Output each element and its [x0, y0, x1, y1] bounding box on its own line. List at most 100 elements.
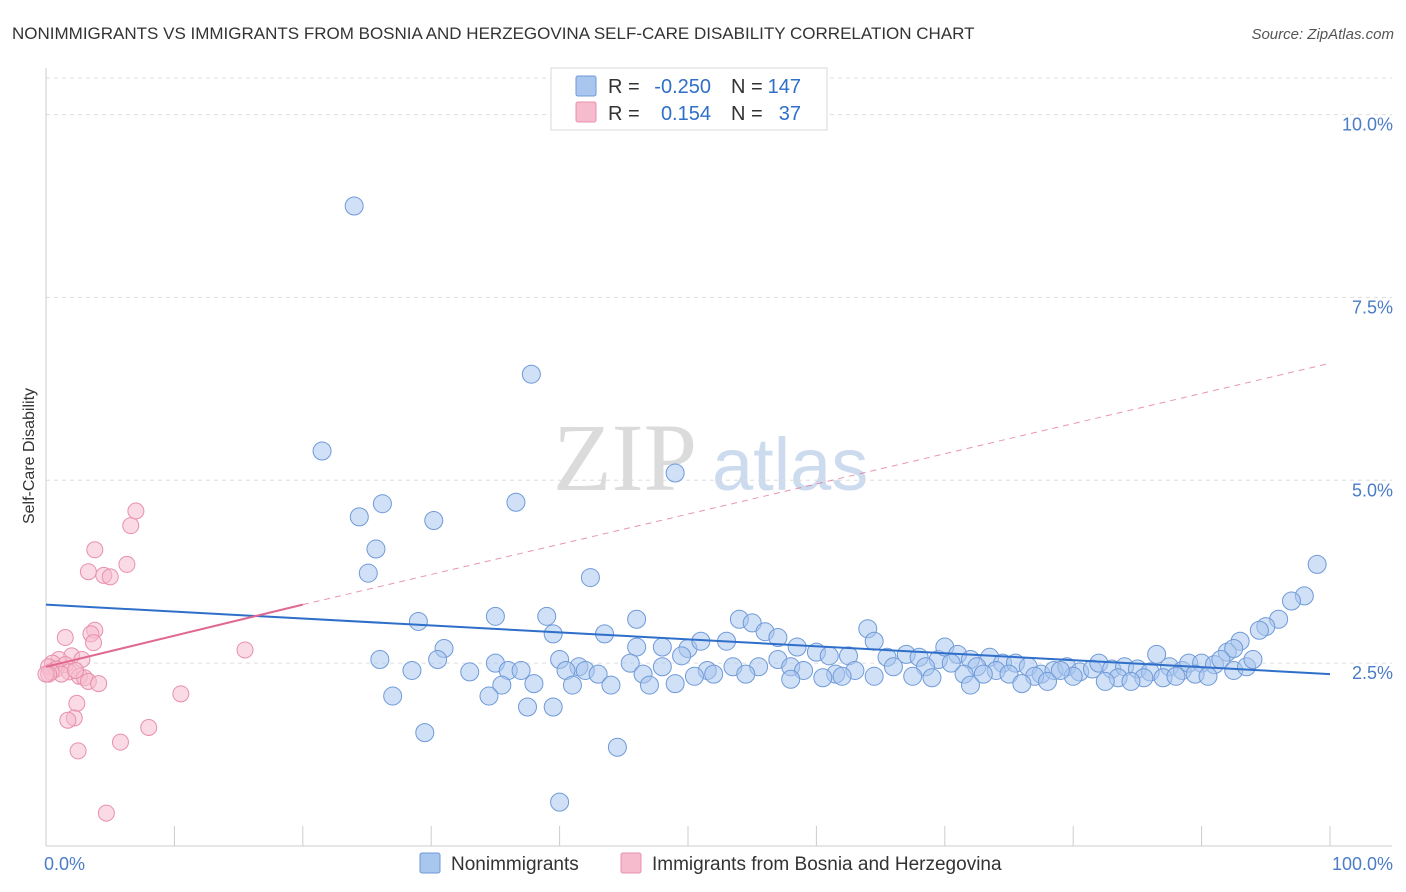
point-nonimmigrant-104	[864, 666, 884, 686]
point-nonimmigrant-127	[922, 668, 942, 688]
point-nonimmigrant-132	[1121, 671, 1141, 691]
point-nonimmigrant-34	[652, 637, 672, 657]
watermark-zip: ZIP	[553, 404, 697, 511]
point-nonimmigrant-133	[383, 686, 403, 706]
y-axis-label: Self-Care Disability	[21, 388, 38, 524]
point-nonimmigrant-114	[1166, 666, 1186, 686]
point-nonimmigrant-13	[1281, 591, 1301, 611]
point-immigrant-33	[69, 742, 87, 760]
point-nonimmigrant-125	[665, 674, 685, 694]
chart-title: NONIMMIGRANTS VS IMMIGRANTS FROM BOSNIA …	[12, 24, 975, 43]
point-nonimmigrant-17	[627, 609, 647, 629]
point-immigrant-30	[59, 711, 77, 729]
point-nonimmigrant-102	[813, 668, 833, 688]
point-nonimmigrant-39	[787, 637, 807, 657]
x-tick-labels: 0.0% 100.0%	[44, 854, 1393, 874]
point-nonimmigrant-3	[665, 463, 685, 483]
point-nonimmigrant-7	[424, 511, 444, 531]
bottom-legend-swatch-nonimmigrants	[419, 852, 441, 874]
point-nonimmigrant-123	[601, 675, 621, 695]
point-nonimmigrant-105	[903, 666, 923, 686]
y-tick-labels: 2.5% 5.0% 7.5% 10.0%	[1342, 115, 1393, 684]
point-nonimmigrant-57	[652, 657, 672, 677]
legend-swatch-immigrants	[575, 101, 597, 123]
point-immigrant-9	[56, 629, 74, 647]
point-immigrant-34	[97, 804, 115, 822]
point-nonimmigrant-20	[543, 624, 563, 644]
point-nonimmigrant-122	[562, 675, 582, 695]
legend-r-value-1: -0.250	[654, 76, 711, 98]
point-nonimmigrant-6	[349, 507, 369, 527]
point-nonimmigrant-138	[607, 737, 627, 757]
point-immigrant-36	[67, 661, 85, 679]
point-nonimmigrant-121	[524, 674, 544, 694]
point-nonimmigrant-126	[781, 669, 801, 689]
point-nonimmigrant-16	[537, 606, 557, 626]
y-tick-label-3: 10.0%	[1342, 115, 1393, 135]
point-nonimmigrant-1	[521, 364, 541, 384]
point-immigrant-26	[90, 675, 108, 693]
legend-n-value-2: 37	[779, 103, 801, 125]
stats-legend: R = -0.250 N = 147 R = 0.154 N = 37	[550, 67, 828, 131]
point-immigrant-35	[37, 665, 55, 683]
point-immigrant-2	[86, 541, 104, 559]
point-nonimmigrant-25	[864, 631, 884, 651]
point-immigrant-10	[85, 634, 103, 652]
stats-legend-box	[550, 67, 828, 131]
point-immigrant-11	[236, 641, 254, 659]
point-nonimmigrant-41	[819, 646, 839, 666]
point-nonimmigrant-120	[492, 675, 512, 695]
point-nonimmigrant-103	[832, 666, 852, 686]
trend-line-nonimmigrants	[45, 603, 1331, 676]
point-nonimmigrant-94	[511, 660, 531, 680]
point-immigrant-28	[68, 694, 86, 712]
axes	[45, 68, 1392, 847]
point-nonimmigrant-124	[639, 675, 659, 695]
point-immigrant-3	[118, 555, 136, 573]
bottom-legend-swatch-immigrants	[620, 852, 642, 874]
point-nonimmigrant-140	[1050, 660, 1070, 680]
legend-r-label-2: R =	[608, 103, 640, 125]
point-nonimmigrant-23	[768, 628, 788, 648]
point-nonimmigrant-2	[312, 441, 332, 461]
point-nonimmigrant-139	[550, 792, 570, 812]
point-nonimmigrant-134	[479, 686, 499, 706]
point-immigrant-6	[101, 568, 119, 586]
point-nonimmigrant-101	[736, 664, 756, 684]
legend-swatch-nonimmigrants	[575, 75, 597, 97]
point-nonimmigrant-136	[543, 697, 563, 717]
trend-line-immigrants	[45, 603, 304, 668]
point-nonimmigrant-100	[704, 664, 724, 684]
point-nonimmigrant-31	[1224, 639, 1244, 659]
point-nonimmigrant-129	[1012, 674, 1032, 694]
x-tick-label-0: 0.0%	[44, 854, 85, 874]
series-nonimmigrants	[312, 196, 1327, 812]
point-nonimmigrant-9	[358, 563, 378, 583]
point-immigrant-0	[127, 502, 145, 520]
point-nonimmigrant-107	[973, 664, 993, 684]
watermark-atlas: atlas	[712, 423, 868, 506]
point-nonimmigrant-4	[372, 494, 392, 514]
legend-r-value-2: 0.154	[661, 103, 711, 125]
point-immigrant-1	[122, 517, 140, 535]
watermark: ZIP atlas	[553, 404, 868, 511]
series-immigrants-bosnia	[37, 502, 254, 822]
point-immigrant-32	[111, 733, 129, 751]
point-nonimmigrant-99	[684, 666, 704, 686]
bottom-legend-label-immigrants: Immigrants from Bosnia and Herzegovina	[652, 854, 1002, 875]
series-legend: Nonimmigrants Immigrants from Bosnia and…	[419, 852, 1002, 875]
legend-n-label-2: N =	[731, 103, 763, 125]
chart-source: Source: ZipAtlas.com	[1251, 26, 1394, 43]
trend-lines	[45, 362, 1331, 676]
point-nonimmigrant-135	[518, 697, 537, 717]
point-nonimmigrant-130	[1038, 671, 1058, 691]
point-nonimmigrant-108	[999, 664, 1019, 684]
point-nonimmigrant-0	[344, 196, 364, 216]
y-tick-label-2: 7.5%	[1352, 297, 1393, 317]
point-immigrant-4	[79, 563, 97, 581]
point-nonimmigrant-11	[1307, 554, 1327, 574]
trend-line-immigrants-extension	[302, 362, 1331, 606]
point-nonimmigrant-91	[402, 660, 422, 680]
point-nonimmigrant-38	[672, 646, 692, 666]
